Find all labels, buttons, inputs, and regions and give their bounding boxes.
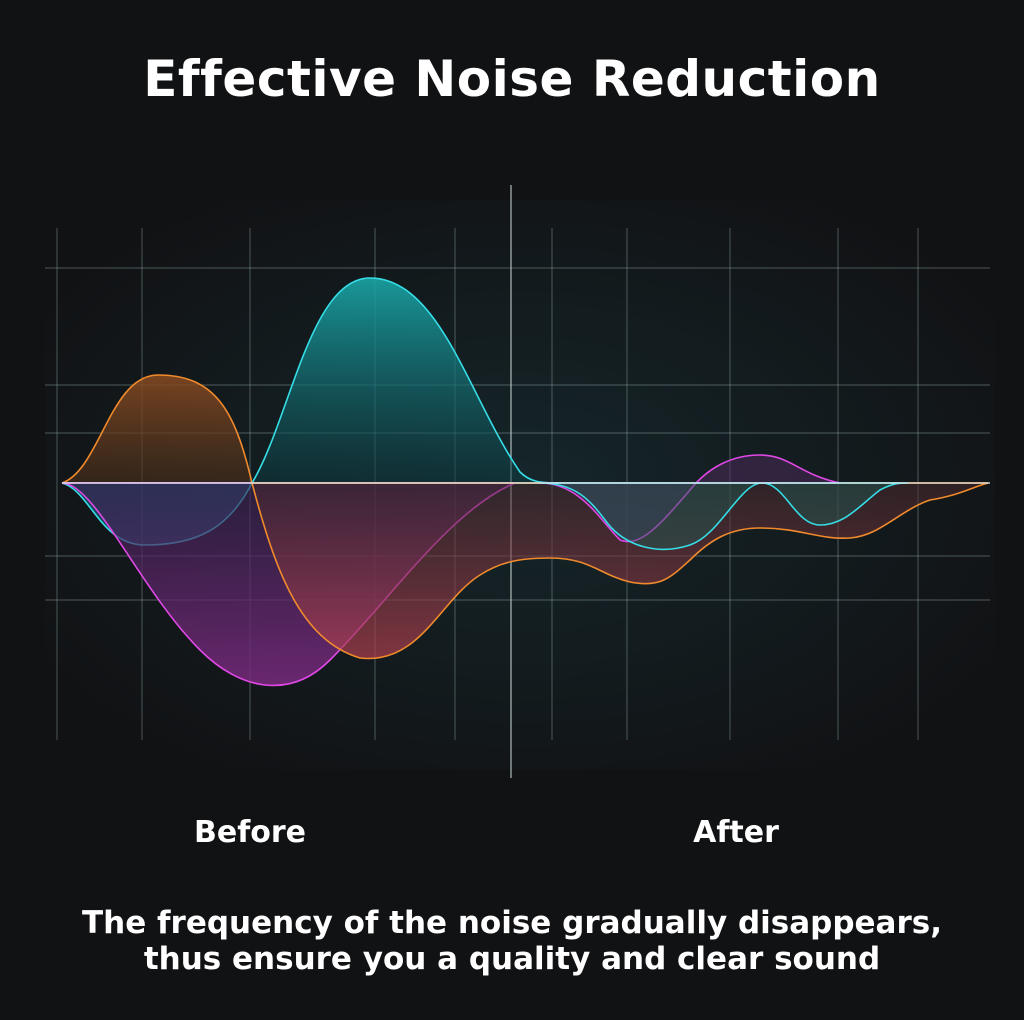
orange-wave-before-dip <box>250 482 989 660</box>
before-label: Before <box>193 815 307 850</box>
caption-line-1: The frequency of the noise gradually dis… <box>82 905 942 941</box>
caption: The frequency of the noise gradually dis… <box>0 905 1024 977</box>
magenta-wave-after <box>539 454 841 543</box>
orange-wave-before-peak <box>61 374 254 484</box>
after-label: After <box>693 815 779 850</box>
cyan-wave-before-peak <box>250 277 561 484</box>
cyan-wave-after <box>539 482 909 551</box>
page-title: Effective Noise Reduction <box>143 50 881 108</box>
caption-line-2: thus ensure you a quality and clear soun… <box>143 941 881 977</box>
